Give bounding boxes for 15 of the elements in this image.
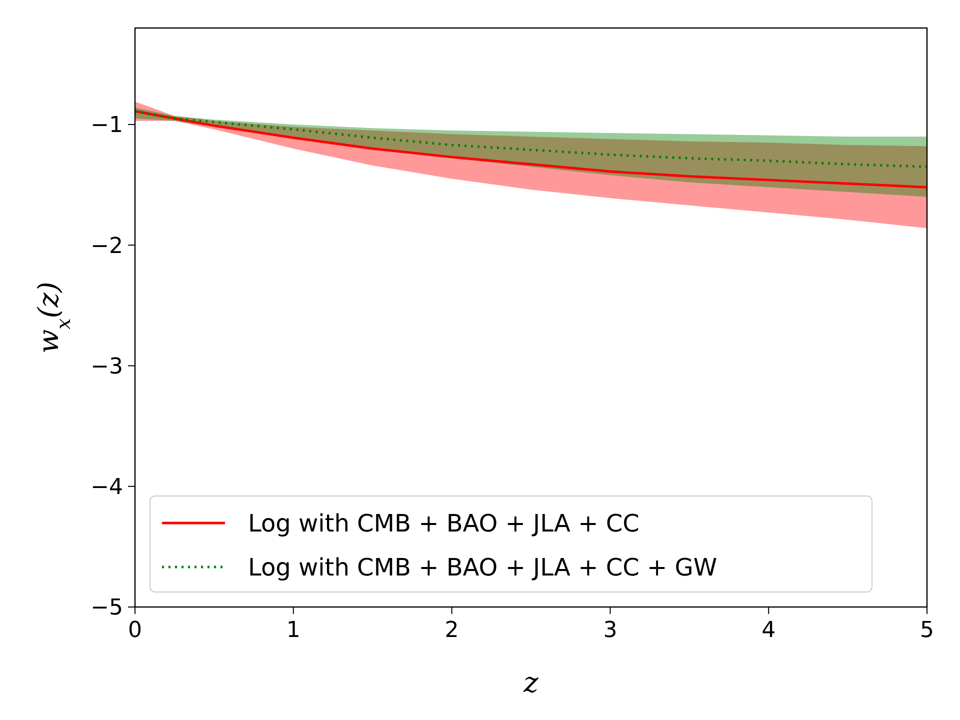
x-tick-label: 1 <box>286 618 300 643</box>
legend-label: Log with CMB + BAO + JLA + CC + GW <box>248 553 718 582</box>
x-tick-label: 5 <box>920 618 934 643</box>
y-tick-label: −1 <box>90 113 123 138</box>
legend-label: Log with CMB + BAO + JLA + CC <box>248 509 640 538</box>
y-tick-label: −4 <box>90 475 123 500</box>
x-tick-label: 3 <box>603 618 618 643</box>
x-axis-title: z <box>522 666 539 699</box>
x-tick-label: 4 <box>762 618 776 643</box>
line-series <box>135 110 927 168</box>
x-tick-label: 0 <box>128 618 142 643</box>
y-tick-label: −2 <box>90 234 123 259</box>
y-tick-label: −3 <box>90 354 123 380</box>
x-tick-label: 2 <box>444 618 459 643</box>
y-tick-label: −5 <box>90 596 123 621</box>
